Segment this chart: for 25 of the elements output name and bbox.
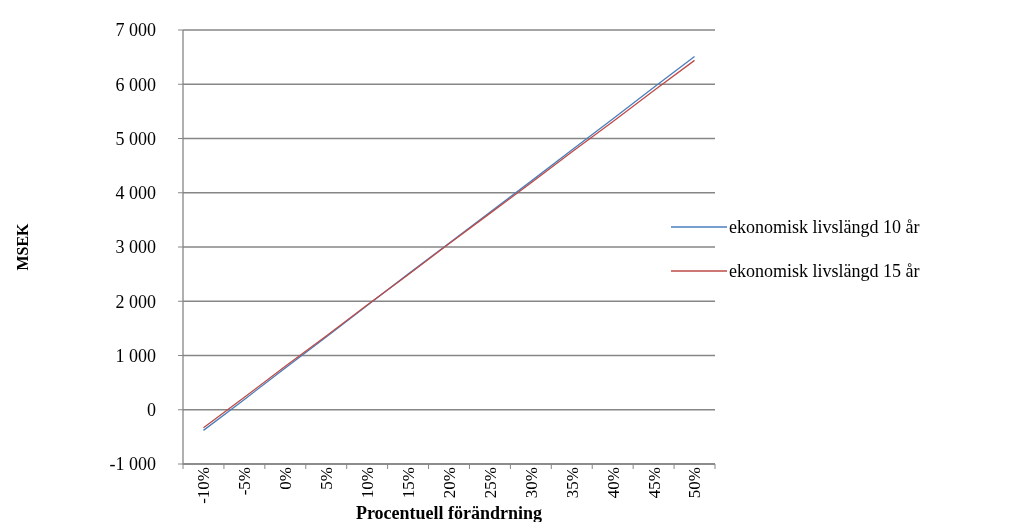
y-tick-label: 3 000 xyxy=(115,237,156,258)
legend-label: ekonomisk livslängd 10 år xyxy=(729,217,920,238)
x-tick-label: 25% xyxy=(480,467,500,499)
x-tick-label: 10% xyxy=(358,467,378,499)
y-tick-label: 1 000 xyxy=(115,345,156,366)
x-tick-label: 35% xyxy=(562,467,582,499)
y-tick-label: 6 000 xyxy=(115,74,156,95)
y-tick-label: 0 xyxy=(147,400,156,421)
y-tick-label: -1 000 xyxy=(109,454,156,475)
x-tick-label: 15% xyxy=(399,467,419,499)
y-tick-label: 7 000 xyxy=(115,20,156,41)
x-tick-label: -10% xyxy=(194,467,214,504)
x-tick-label: 40% xyxy=(603,467,623,499)
y-axis-title: MSEK xyxy=(14,222,31,271)
y-tick-label: 4 000 xyxy=(115,183,156,204)
legend-label: ekonomisk livslängd 15 år xyxy=(729,261,920,282)
x-tick-label: 50% xyxy=(685,467,705,499)
x-tick-label: 5% xyxy=(317,467,337,490)
x-tick-label: 30% xyxy=(521,467,541,499)
y-tick-label: 2 000 xyxy=(115,291,156,312)
y-tick-label: 5 000 xyxy=(115,128,156,149)
x-tick-label: 0% xyxy=(276,467,296,490)
x-tick-label: 20% xyxy=(439,467,459,499)
x-tick-label: -5% xyxy=(235,467,255,496)
x-tick-label: 45% xyxy=(644,467,664,499)
